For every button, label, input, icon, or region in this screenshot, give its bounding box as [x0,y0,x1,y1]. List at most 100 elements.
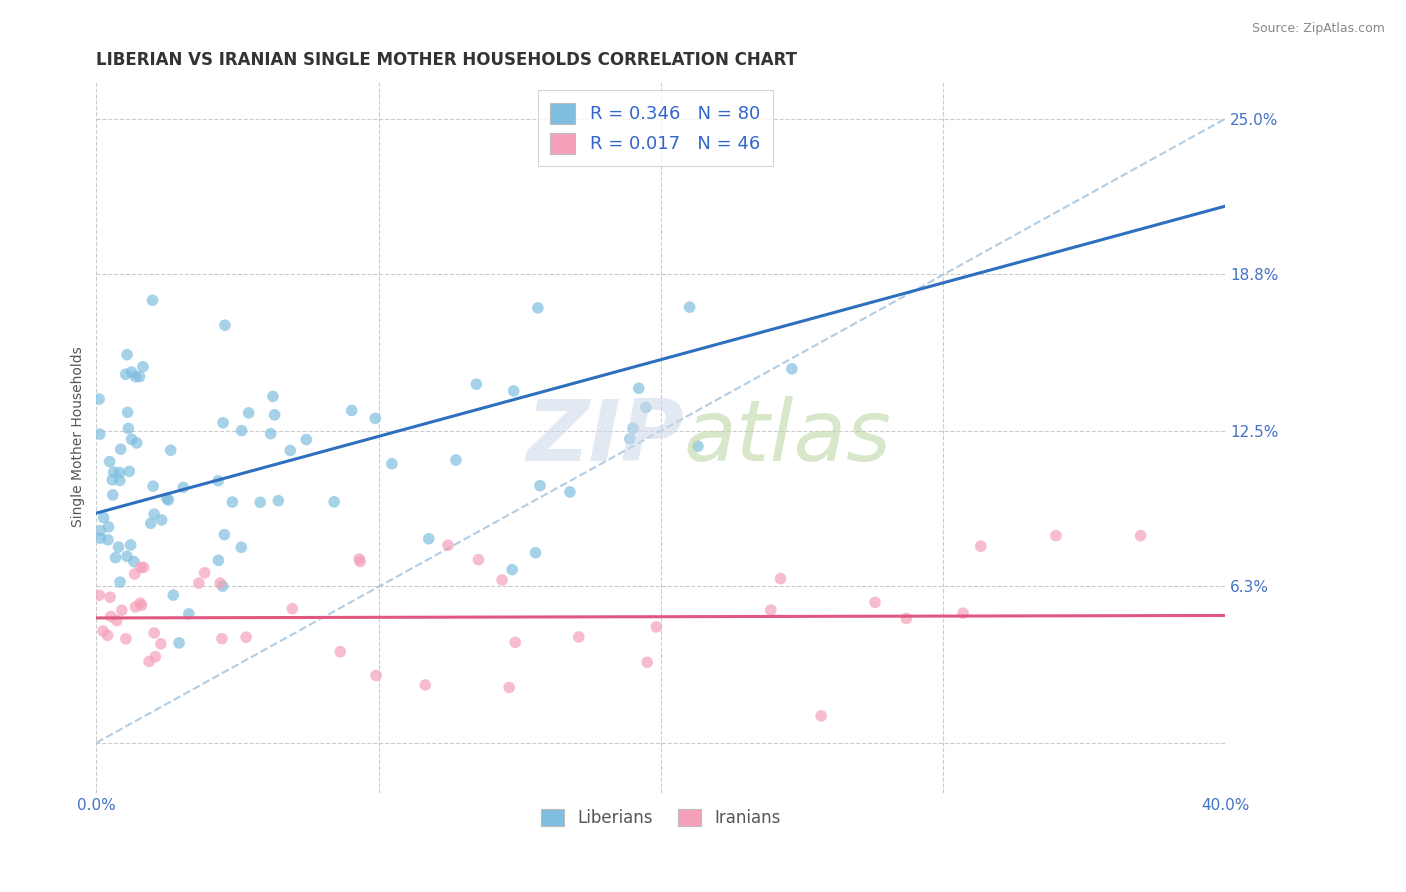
Point [810,709,832,723]
Point [278,443,301,458]
Point [467,552,489,566]
Point [211,632,233,646]
Point [115,549,138,564]
Point [100,609,122,624]
Point [101,488,124,502]
Point [524,546,547,560]
Point [157,493,180,508]
Point [678,300,700,314]
Point [263,408,285,422]
Point [93,510,115,524]
Text: ZIP: ZIP [526,395,683,478]
Point [108,474,131,488]
Point [444,453,467,467]
Point [118,464,141,478]
Point [529,478,551,492]
Point [98,454,121,468]
Point [115,632,138,646]
Legend: Liberians, Iranians: Liberians, Iranians [534,803,787,834]
Point [138,655,160,669]
Point [115,348,138,362]
Point [122,555,145,569]
Point [141,293,163,308]
Point [209,576,232,591]
Point [221,495,243,509]
Point [129,596,152,610]
Point [162,588,184,602]
Point [418,532,440,546]
Point [143,626,166,640]
Point [194,566,217,580]
Y-axis label: Single Mother Households: Single Mother Households [72,347,86,527]
Point [159,443,181,458]
Point [110,442,132,457]
Point [413,678,436,692]
Point [260,426,283,441]
Point [1129,528,1152,542]
Point [347,552,370,566]
Point [97,628,120,642]
Point [498,681,520,695]
Point [124,599,146,614]
Point [167,636,190,650]
Point [207,474,229,488]
Point [97,520,120,534]
Point [863,595,886,609]
Point [952,606,974,620]
Point [107,540,129,554]
Point [381,457,404,471]
Point [101,473,124,487]
Point [634,401,657,415]
Point [619,432,641,446]
Point [121,365,143,379]
Point [124,369,146,384]
Point [142,479,165,493]
Point [124,567,146,582]
Point [139,516,162,531]
Point [235,630,257,644]
Point [128,369,150,384]
Point [108,575,131,590]
Point [238,406,260,420]
Point [98,591,121,605]
Point [636,656,658,670]
Point [364,668,387,682]
Point [769,572,792,586]
Point [323,495,346,509]
Point [558,484,581,499]
Point [267,493,290,508]
Point [349,555,371,569]
Point [89,531,111,545]
Point [502,384,524,398]
Point [686,439,709,453]
Point [150,513,173,527]
Point [281,601,304,615]
Point [131,599,153,613]
Point [125,436,148,450]
Point [97,533,120,547]
Point [187,576,209,591]
Point [117,421,139,435]
Text: Source: ZipAtlas.com: Source: ZipAtlas.com [1251,22,1385,36]
Point [120,538,142,552]
Point [145,649,167,664]
Point [1045,528,1067,542]
Point [501,563,523,577]
Point [89,392,111,406]
Point [340,403,363,417]
Point [89,427,111,442]
Point [132,359,155,374]
Point [249,495,271,509]
Point [214,318,236,333]
Point [177,607,200,621]
Point [896,611,918,625]
Point [364,411,387,425]
Point [329,645,352,659]
Point [621,421,644,435]
Point [117,405,139,419]
Point [295,433,318,447]
Text: LIBERIAN VS IRANIAN SINGLE MOTHER HOUSEHOLDS CORRELATION CHART: LIBERIAN VS IRANIAN SINGLE MOTHER HOUSEH… [97,51,797,69]
Point [645,620,668,634]
Point [156,491,179,506]
Point [132,560,155,574]
